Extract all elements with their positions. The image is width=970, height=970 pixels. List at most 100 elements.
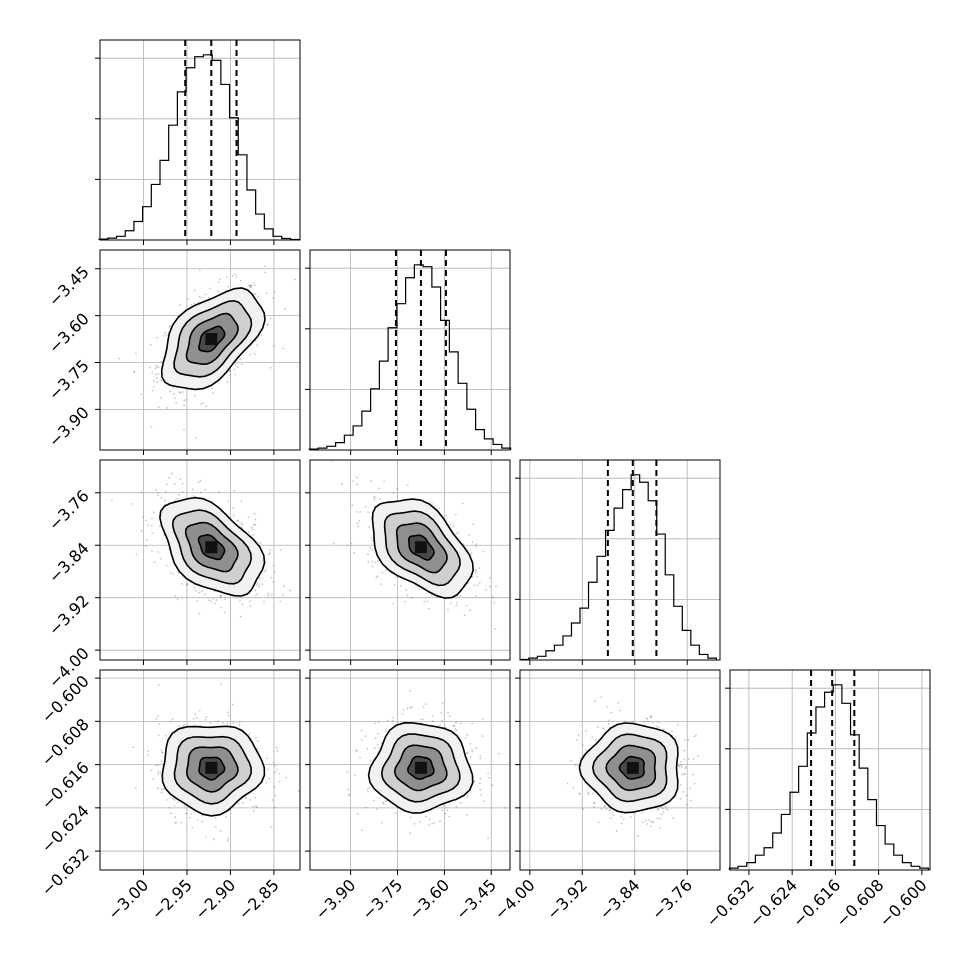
scatter-point [593,801,595,804]
scatter-point [252,281,255,284]
density-contour [185,746,239,793]
scatter-point [229,369,232,372]
scatter-point [267,592,270,595]
scatter-point [204,488,206,491]
scatter-point [256,592,259,595]
scatter-point [380,742,383,745]
panel-content [118,265,296,439]
scatter-point [254,523,257,526]
scatter-point [648,819,650,821]
scatter-point [578,793,581,795]
scatter-point [672,817,675,820]
scatter-point [367,560,370,563]
scatter-point [220,683,222,686]
scatter-point [214,817,217,820]
scatter-point [270,576,273,579]
scatter-point [488,776,490,779]
scatter-point [265,292,268,294]
scatter-point [566,782,569,785]
scatter-point [487,837,490,840]
scatter-point [471,749,473,751]
scatter-point [152,511,155,514]
scatter-point [367,790,369,793]
scatter-point [264,271,267,274]
scatter-point [454,727,457,730]
scatter-point [164,332,166,335]
scatter-point [478,581,481,584]
scatter-point [652,820,655,823]
scatter-point [171,472,173,475]
scatter-point [157,770,160,773]
scatter-point [155,373,157,376]
scatter-point [693,782,696,785]
scatter-point [370,549,373,552]
scatter-point [410,705,413,708]
scatter-point [173,798,176,801]
scatter-point [422,706,425,709]
scatter-point [175,497,177,500]
scatter-point [371,565,374,568]
scatter-point [465,814,468,817]
scatter-point [649,820,652,823]
scatter-point [601,727,604,730]
scatter-point [140,529,143,532]
scatter-point [157,684,160,686]
scatter-point [689,787,692,790]
scatter-point [166,407,169,409]
scatter-point [441,702,444,705]
scatter-point [234,273,236,276]
y-tick-label: −3.92 [45,591,93,639]
scatter-point [160,397,162,399]
scatter-point [684,767,687,770]
scatter-point [169,572,172,574]
scatter-point [283,584,286,587]
scatter-point [219,596,222,599]
scatter-point [687,739,690,741]
scatter-point [683,773,685,776]
scatter-point [612,814,615,817]
scatter-point [157,406,160,409]
scatter-point [359,511,362,513]
scatter-point [247,531,250,533]
scatter-point [471,541,474,544]
scatter-point [600,807,603,810]
scatter-point [168,806,171,809]
scatter-point [374,561,377,564]
scatter-point [364,806,367,809]
scatter-point [662,728,665,730]
scatter-point [487,772,490,775]
scatter-point [382,801,385,804]
scatter-point [232,514,235,517]
scatter-point [608,809,611,812]
density-contour [407,534,435,561]
scatter-point [479,789,482,792]
scatter-point [463,614,466,616]
density-contour [578,722,679,814]
scatter-point [439,820,441,823]
scatter-point [272,761,275,764]
scatter-point [260,334,263,337]
scatter-point [403,600,406,603]
scatter-point [697,755,700,758]
density-peak [626,761,639,774]
scatter-point [457,531,460,534]
scatter-point [254,805,257,807]
scatter-point [650,716,653,719]
scatter-point [488,585,491,588]
scatter-point [455,532,458,535]
x-tick-label: −3.45 [452,875,500,923]
scatter-point [198,612,201,615]
scatter-point [378,746,381,749]
scatter-point [261,583,264,586]
scatter-point [357,525,360,528]
scatter-point [651,821,654,824]
scatter-point [247,516,250,519]
scatter-point [198,709,201,712]
scatter-point [169,325,172,327]
scatter-point [254,293,257,295]
scatter-point [371,560,373,563]
scatter-point [165,564,168,567]
density-contour [173,735,252,805]
scatter-point [683,758,686,761]
scatter-point [361,829,364,832]
